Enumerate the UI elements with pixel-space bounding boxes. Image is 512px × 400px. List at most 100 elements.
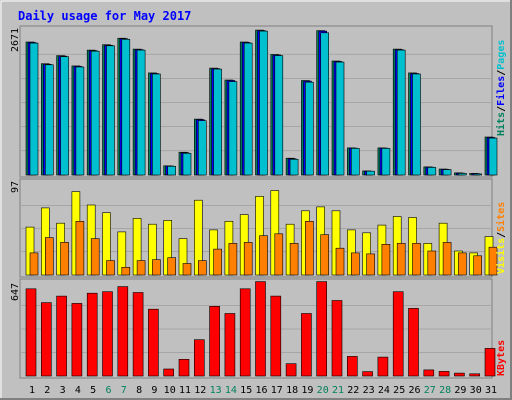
day-label: 27 (424, 385, 436, 396)
visits-sites-legend: Visits/Sites (495, 202, 507, 274)
day-label: 10 (164, 385, 176, 396)
kbytes-bar (224, 313, 236, 377)
pages-bar (289, 159, 299, 176)
sites-bar (228, 243, 238, 276)
sites-bar (259, 235, 268, 276)
sites-bar (335, 247, 345, 276)
kbytes-y-max-label: 647 (10, 283, 21, 301)
pages-bar (152, 73, 161, 176)
pages-bar (259, 30, 268, 176)
pages-bar (121, 38, 131, 176)
day-label: 4 (75, 385, 81, 396)
day-label: 23 (363, 385, 375, 396)
day-label: 31 (485, 385, 497, 396)
pages-bar (228, 81, 238, 176)
visits-sites-legend-text: Visits/Sites (495, 202, 507, 274)
kbytes-bar (178, 358, 190, 377)
sites-bar (350, 252, 360, 276)
kbytes-legend: KBytes (496, 340, 507, 376)
visits-y-max-label: 97 (10, 181, 21, 193)
pages-bar (167, 166, 176, 176)
hits-bars (21, 29, 498, 176)
pages-bar (381, 148, 391, 176)
sites-bar (60, 242, 69, 276)
pages-bar (488, 137, 498, 176)
day-label: 30 (470, 385, 482, 396)
kbytes-bar (423, 369, 435, 377)
sites-bar (305, 221, 314, 276)
day-label: 13 (210, 385, 222, 396)
legend-entry: Files (495, 76, 507, 106)
kbytes-bar (454, 372, 465, 377)
legend-entry: KBytes (496, 340, 507, 376)
pages-bar (60, 56, 69, 176)
day-label: 14 (225, 385, 237, 396)
visits-sites-panel: 97 Visits/Sites (10, 178, 507, 278)
day-label: 28 (439, 385, 451, 396)
kbytes-bar (331, 300, 343, 377)
sites-bar (106, 260, 115, 276)
legend-entry: Sites (495, 202, 507, 232)
pages-bar (396, 49, 406, 176)
day-label: 8 (136, 385, 142, 396)
kbytes-bar (40, 302, 52, 377)
kbytes-bar (86, 292, 98, 377)
day-labels: 1 2 3 4 5 6 7 8 9 10 11 12 13 14 15 16 17 18 19 20 21 22 23 24 2… (29, 385, 497, 396)
pages-bar (335, 61, 345, 176)
kbytes-bar (362, 371, 373, 377)
kbytes-bar (148, 308, 159, 377)
kbytes-bar (301, 313, 312, 377)
pages-bar (136, 49, 146, 176)
sites-bar (29, 252, 39, 276)
day-label: 1 (29, 385, 35, 396)
kbytes-bar (438, 371, 450, 377)
legend-entry: Hits (495, 112, 507, 136)
day-label: 16 (255, 385, 267, 396)
sites-bar (442, 242, 452, 276)
kbytes-bar (346, 356, 358, 377)
pages-bar (182, 153, 192, 176)
pages-bar (274, 55, 284, 176)
kbytes-bar (408, 308, 419, 377)
pages-bar (44, 64, 54, 176)
kbytes-bar (102, 291, 113, 377)
sites-bar (167, 257, 176, 276)
kbytes-panel: 647 KBytes (10, 278, 507, 379)
sites-bar (412, 243, 421, 276)
kbytes-bar (71, 303, 83, 377)
sites-bar (213, 248, 222, 276)
legend-entry: / (496, 232, 507, 238)
day-label: 19 (301, 385, 313, 396)
day-label: 17 (271, 385, 283, 396)
sites-bar (473, 255, 483, 276)
day-label: 3 (60, 385, 66, 396)
day-label: 11 (179, 385, 191, 396)
sites-bar (458, 252, 467, 276)
kbytes-bars (21, 281, 496, 377)
kbytes-bar (194, 339, 205, 377)
kbytes-bar (316, 281, 328, 377)
kbytes-bar (469, 373, 481, 377)
day-label: 21 (332, 385, 344, 396)
sites-bar (44, 237, 54, 276)
pages-bar (90, 50, 100, 176)
day-label: 5 (90, 385, 96, 396)
sites-bar (366, 253, 375, 276)
kbytes-bar (484, 348, 496, 377)
pages-bar (243, 42, 253, 176)
sites-bar (152, 259, 161, 276)
kbytes-bar (117, 286, 129, 377)
sites-bar (274, 233, 284, 276)
legend-entry: Visits (495, 238, 507, 274)
pages-bar (366, 170, 375, 176)
kbytes-bar (25, 288, 37, 377)
day-label: 22 (347, 385, 359, 396)
pages-bar (29, 42, 39, 176)
hits-files-pages-panel: 2671 Hits/Files/Pages (10, 25, 507, 178)
kbytes-bar (255, 281, 266, 377)
legend-entry: Pages (496, 40, 507, 70)
pages-bar (106, 45, 115, 176)
kbytes-bar (163, 368, 174, 377)
hits-y-max-label: 2671 (10, 28, 21, 52)
kbytes-bar (239, 288, 251, 377)
